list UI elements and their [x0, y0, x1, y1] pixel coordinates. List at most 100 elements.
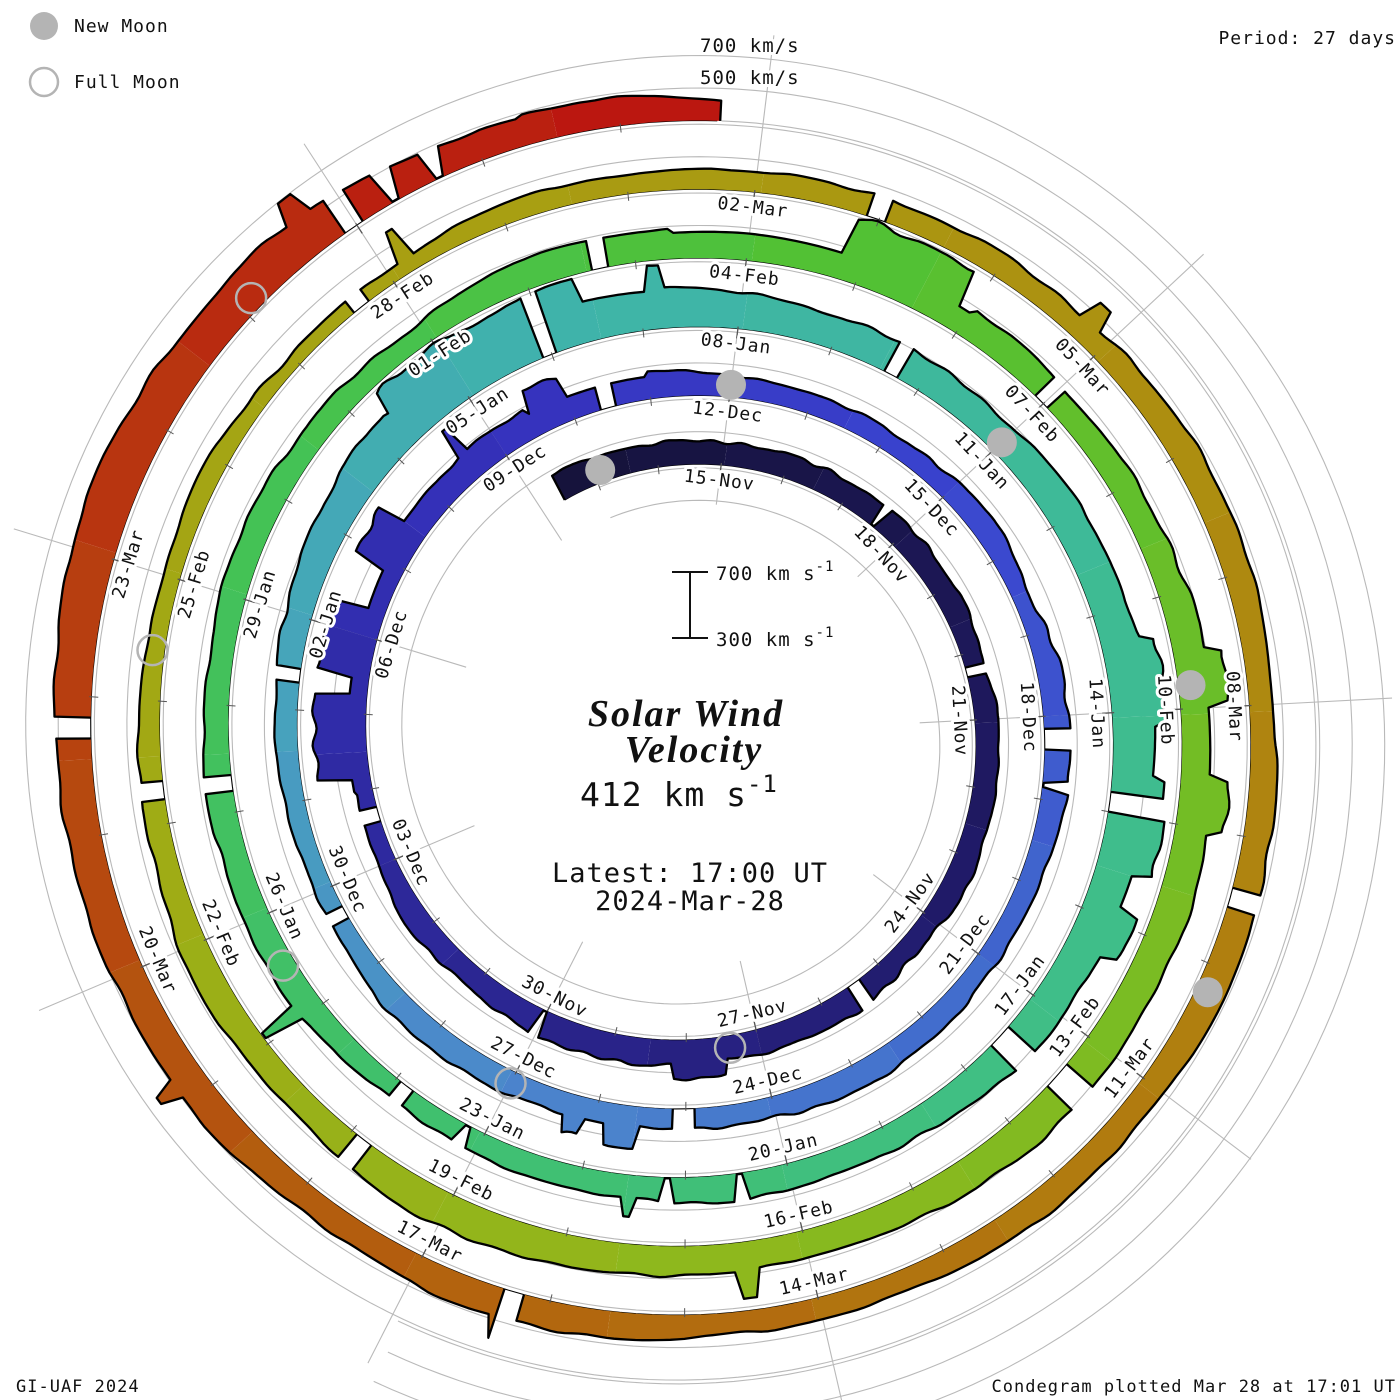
day-tick: [330, 881, 342, 888]
day-tick: [265, 1039, 274, 1046]
velocity-band-segment: [441, 949, 548, 1032]
day-tick: [634, 260, 637, 270]
latest-date-label: 2024-Mar-28: [595, 886, 785, 917]
day-tick: [376, 957, 385, 965]
day-tick: [234, 810, 244, 813]
outer-scale-labels: 700 km/s 500 km/s: [697, 32, 802, 92]
velocity-outline-path: [400, 1044, 1018, 1218]
velocity-bands: [53, 95, 1278, 1341]
day-tick: [954, 653, 964, 658]
velocity-band-segment: [333, 918, 405, 1011]
velocity-band-segment: [1111, 715, 1167, 799]
velocity-band-segment: [880, 340, 900, 371]
day-tick: [799, 1220, 804, 1233]
velocity-outline-path: [550, 439, 985, 669]
velocity-band-segment: [885, 200, 954, 247]
velocity-band-segment: [1032, 749, 1071, 847]
new-moon-marker: [1175, 670, 1206, 701]
day-tick: [308, 618, 321, 624]
latest-time-label: Latest: 17:00 UT: [552, 858, 828, 889]
velocity-band-segment: [796, 1161, 976, 1260]
new-moon-marker: [715, 369, 746, 400]
velocity-band-segment: [1043, 715, 1071, 729]
spiral-date-label: 04-Feb: [708, 261, 781, 291]
velocity-band-segment: [996, 433, 1111, 575]
day-tick: [504, 222, 509, 232]
velocity-outline-path: [858, 672, 1000, 1001]
velocity-band-segment: [921, 823, 987, 927]
velocity-band-segment: [342, 340, 473, 492]
day-tick: [1046, 525, 1055, 532]
spiral-date-label: 15-Nov: [683, 466, 756, 496]
center-text: Solar Wind Velocity 412 km s-1 Latest: 1…: [552, 693, 828, 917]
velocity-band-segment: [1077, 561, 1165, 718]
day-tick: [248, 315, 256, 323]
velocity-band-segment: [438, 298, 544, 396]
velocity-band-segment: [1162, 713, 1230, 897]
velocity-band-segment: [404, 428, 507, 537]
full-moon-marker: [136, 633, 169, 667]
day-tick: [1134, 1071, 1146, 1080]
velocity-outline-path: [204, 789, 402, 1097]
day-tick: [111, 558, 124, 563]
velocity-band-segment: [1204, 512, 1273, 713]
velocity-band-segment: [782, 1103, 937, 1191]
day-tick: [915, 905, 926, 915]
velocity-outline-path: [896, 348, 1168, 801]
velocity-outline-path: [1007, 810, 1166, 1053]
velocity-band-segment: [535, 279, 602, 353]
day-tick: [1079, 1030, 1091, 1039]
new-moon-marker: [986, 427, 1017, 458]
velocity-outline-path: [609, 368, 1072, 730]
new-moon-label: New Moon: [74, 16, 169, 37]
grid-spiral-700: [25, 54, 1386, 1400]
day-tick: [284, 498, 293, 504]
velocity-band-segment: [647, 1029, 762, 1081]
velocity-band-segment: [352, 1145, 449, 1223]
day-tick: [370, 787, 380, 790]
velocity-band-segment: [978, 840, 1054, 967]
velocity-outline-path: [55, 737, 506, 1339]
day-tick: [913, 388, 920, 397]
spiral-date-label: 08-Mar: [1222, 670, 1247, 742]
velocity-outline-path: [311, 377, 603, 812]
day-tick: [1086, 615, 1096, 619]
spiral-date-label: 12-Dec: [691, 397, 764, 427]
velocity-outline-path: [52, 192, 347, 719]
day-tick: [504, 453, 513, 465]
current-velocity-value: 412 km s-1: [580, 770, 778, 814]
velocity-band-segment: [942, 482, 1027, 598]
velocity-band-segment: [729, 376, 854, 428]
day-tick: [439, 1020, 446, 1028]
velocity-band-segment: [364, 821, 396, 867]
period-label: Period: 27 days: [1218, 28, 1396, 49]
day-tick: [305, 1177, 313, 1185]
day-tick: [964, 719, 977, 722]
day-tick: [1138, 931, 1147, 937]
velocity-band-segment: [109, 960, 253, 1153]
velocity-band-segment: [894, 530, 971, 628]
day-tick: [1075, 904, 1084, 909]
velocity-band-segment: [315, 751, 377, 811]
day-tick: [210, 1080, 219, 1087]
velocity-band-segment: [312, 625, 377, 755]
velocity-band-segment: [994, 1083, 1160, 1241]
velocity-band-segment: [950, 618, 984, 668]
velocity-band-segment: [1141, 538, 1229, 715]
velocity-band-segment: [694, 1097, 772, 1129]
day-tick: [432, 917, 440, 924]
day-tick: [266, 908, 279, 915]
velocity-band-segment: [603, 228, 756, 267]
velocity-band-segment: [967, 673, 999, 724]
day-tick: [619, 123, 622, 133]
day-tick: [642, 328, 645, 338]
day-tick: [989, 273, 996, 282]
velocity-band-segment: [379, 859, 459, 965]
velocity-band-segment: [403, 1253, 505, 1338]
velocity-band-segment: [56, 738, 92, 761]
velocity-band-segment: [844, 410, 960, 498]
velocity-band-segment: [1098, 345, 1231, 523]
velocity-outline-path: [273, 678, 343, 916]
velocity-outline-path: [534, 264, 902, 372]
